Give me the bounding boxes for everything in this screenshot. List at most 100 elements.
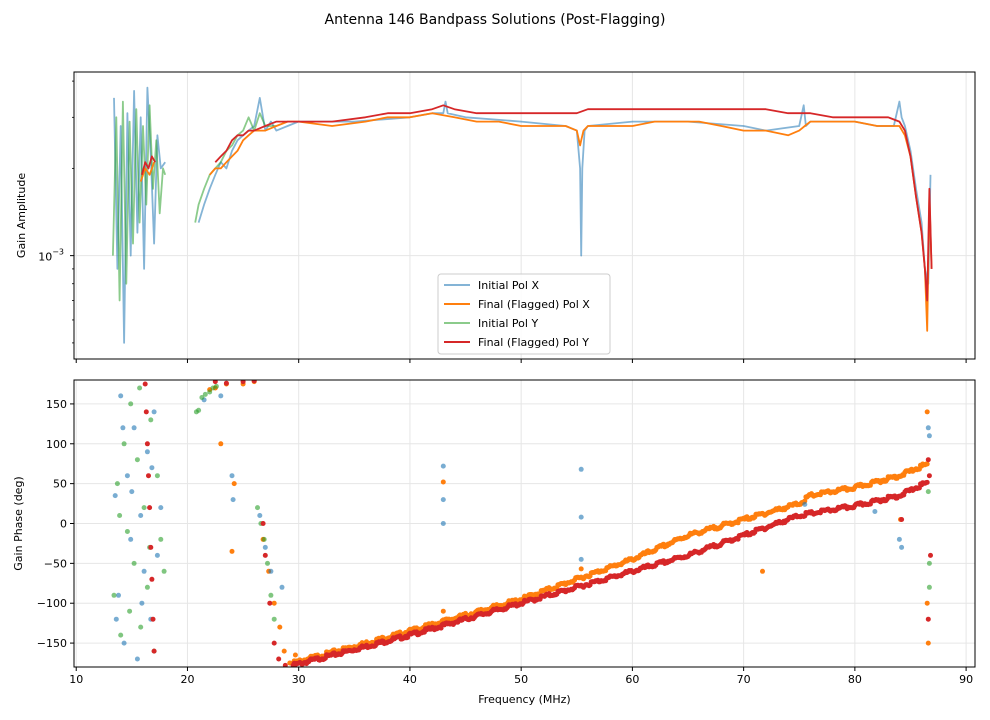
amplitude-line-final-x-seg0 bbox=[139, 161, 155, 182]
phase-point-initial-x bbox=[149, 465, 155, 471]
phase-point-final-y bbox=[282, 662, 288, 667]
phase-point-final-x bbox=[924, 600, 930, 606]
phase-point-final-x bbox=[231, 481, 237, 487]
phase-point-initial-x bbox=[144, 449, 150, 455]
phase-point-initial-x bbox=[440, 521, 446, 526]
amplitude-series-group bbox=[112, 86, 933, 344]
phase-point-initial-y bbox=[131, 560, 137, 566]
phase-point-initial-y bbox=[118, 632, 124, 638]
phase-point-final-y bbox=[924, 479, 930, 485]
xtick-label-30: 30 bbox=[292, 673, 306, 686]
phase-point-final-x bbox=[760, 568, 765, 574]
phase-point-initial-y bbox=[161, 568, 167, 574]
phase-point-final-y bbox=[260, 521, 266, 526]
phase-point-final-y bbox=[276, 656, 282, 662]
phase-point-initial-y bbox=[265, 560, 270, 566]
amplitude-line-initial-y-seg0 bbox=[112, 100, 167, 302]
phase-point-initial-y bbox=[124, 529, 130, 534]
phase-point-initial-x bbox=[134, 656, 140, 662]
phase-point-final-x bbox=[924, 461, 930, 467]
amplitude-ytick-label: 10−3 bbox=[38, 248, 64, 264]
phase-point-initial-y bbox=[128, 401, 134, 407]
phase-point-final-y bbox=[251, 380, 257, 384]
phase-point-initial-x bbox=[113, 616, 119, 622]
amplitude-ticks bbox=[70, 80, 967, 363]
phase-point-initial-y bbox=[148, 417, 154, 423]
phase-point-initial-y bbox=[134, 457, 140, 463]
phase-point-initial-x bbox=[899, 544, 905, 550]
xtick-label-20: 20 bbox=[180, 673, 194, 686]
phase-point-final-x bbox=[277, 624, 283, 630]
phase-point-initial-y bbox=[925, 489, 931, 495]
phase-point-initial-y bbox=[138, 624, 144, 630]
phase-point-final-y bbox=[262, 552, 268, 558]
amplitude-line-initial-x-seg2 bbox=[298, 100, 932, 285]
phase-point-initial-x bbox=[141, 568, 147, 574]
ytick-label-neg150: −150 bbox=[37, 637, 67, 650]
phase-point-initial-y bbox=[196, 407, 202, 413]
amplitude-ytick-mantissa: 10 bbox=[38, 251, 52, 264]
amplitude-axes-frame bbox=[73, 71, 976, 360]
xtick-label-50: 50 bbox=[514, 673, 528, 686]
phase-point-initial-x bbox=[925, 425, 931, 431]
amplitude-panel: 10−3 Gain Amplitude bbox=[15, 71, 976, 363]
ytick-label-150: 150 bbox=[46, 398, 67, 411]
amplitude-ylabel: Gain Amplitude bbox=[15, 173, 28, 258]
phase-point-initial-x bbox=[139, 600, 145, 606]
phase-point-initial-x bbox=[128, 536, 134, 542]
phase-point-initial-y bbox=[137, 385, 143, 391]
xtick-label-10: 10 bbox=[69, 673, 83, 686]
phase-series-group bbox=[111, 380, 933, 667]
phase-point-initial-x bbox=[926, 433, 932, 439]
phase-point-final-x bbox=[925, 640, 931, 646]
phase-point-initial-y bbox=[144, 584, 150, 590]
ytick-label-0: 0 bbox=[60, 518, 67, 531]
phase-point-initial-x bbox=[578, 514, 584, 520]
xtick-label-60: 60 bbox=[625, 673, 639, 686]
legend-label-final-x: Final (Flagged) Pol X bbox=[478, 298, 590, 311]
phase-point-final-x bbox=[924, 409, 930, 415]
phase-point-initial-x bbox=[112, 493, 118, 499]
phase-point-initial-y bbox=[213, 383, 219, 389]
phase-point-final-y bbox=[150, 616, 156, 622]
phase-point-initial-y bbox=[121, 441, 127, 447]
phase-point-initial-y bbox=[202, 391, 208, 397]
phase-point-initial-x bbox=[131, 425, 137, 431]
phase-point-initial-y bbox=[127, 608, 133, 614]
phase-point-initial-x bbox=[257, 513, 263, 518]
phase-point-final-y bbox=[899, 517, 905, 522]
phase-point-final-y bbox=[223, 380, 229, 386]
phase-point-initial-x bbox=[578, 466, 584, 472]
phase-ytick-labels: −150 −100 −50 0 50 100 150 bbox=[37, 398, 67, 650]
phase-point-initial-y bbox=[255, 505, 260, 511]
xtick-label-90: 90 bbox=[959, 673, 973, 686]
phase-point-initial-x bbox=[262, 544, 268, 550]
phase-point-initial-x bbox=[124, 473, 130, 479]
phase-point-final-y bbox=[151, 648, 157, 654]
phase-point-final-y bbox=[144, 441, 150, 447]
amplitude-line-initial-y-seg1 bbox=[194, 112, 277, 223]
legend-frame bbox=[437, 273, 611, 355]
phase-point-initial-x bbox=[578, 556, 584, 562]
phase-xtick-labels: 10 20 30 40 50 60 70 80 90 bbox=[69, 673, 973, 686]
phase-point-final-y bbox=[149, 576, 155, 582]
phase-point-initial-y bbox=[111, 592, 117, 598]
phase-point-initial-x bbox=[440, 497, 446, 503]
phase-point-final-y bbox=[926, 473, 932, 479]
ytick-label-100: 100 bbox=[46, 438, 67, 451]
phase-point-final-y bbox=[271, 640, 277, 646]
phase-point-initial-x bbox=[154, 552, 160, 558]
phase-point-initial-x bbox=[230, 497, 236, 503]
phase-point-initial-y bbox=[117, 513, 123, 518]
phase-panel: 10 20 30 40 50 60 70 80 90 −150 −100 −50… bbox=[12, 379, 976, 706]
phase-xlabel: Frequency (MHz) bbox=[478, 693, 570, 706]
amplitude-grid bbox=[74, 72, 975, 359]
legend-label-initial-x: Initial Pol X bbox=[478, 279, 539, 292]
ytick-label-neg50: −50 bbox=[44, 557, 67, 570]
phase-point-final-y bbox=[148, 544, 154, 550]
phase-point-initial-x bbox=[118, 393, 124, 399]
phase-point-initial-x bbox=[440, 463, 446, 469]
phase-point-final-y bbox=[143, 409, 149, 415]
phase-point-initial-y bbox=[141, 505, 147, 511]
